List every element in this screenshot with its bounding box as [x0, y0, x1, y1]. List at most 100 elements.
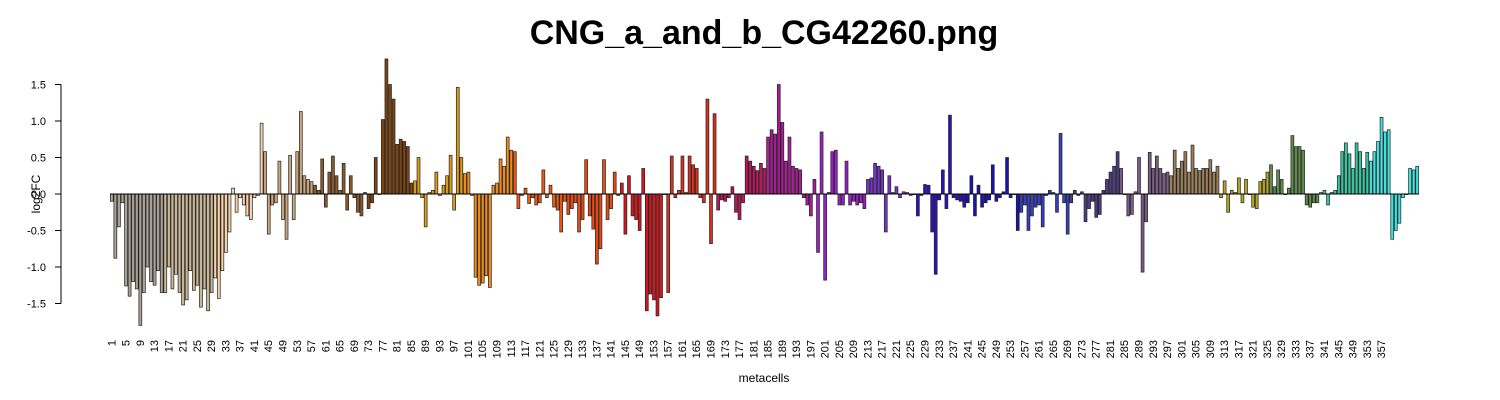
bar-metacell-181: [751, 165, 756, 195]
bar-metacell-86: [413, 180, 417, 195]
bar-metacell-352: [1361, 168, 1366, 195]
bar-metacell-29: [209, 193, 214, 293]
bar-metacell-100: [463, 173, 467, 195]
bar-metacell-107: [488, 193, 492, 288]
bar-metacell-347: [1344, 142, 1348, 195]
bar-metacell-66: [341, 162, 346, 195]
x-tick-label: 21: [178, 340, 190, 352]
bar-metacell-361: [1393, 193, 1398, 231]
bar-metacell-325: [1265, 171, 1270, 195]
bar-metacell-82: [398, 138, 403, 195]
bar-metacell-26: [199, 193, 203, 308]
bar-metacell-136: [591, 193, 596, 230]
bar-metacell-201: [823, 193, 827, 281]
x-tick-label: 13: [149, 340, 161, 352]
x-tick-label: 289: [1134, 340, 1146, 358]
bar-metacell-161: [680, 155, 685, 195]
x-tick-label: 253: [1005, 340, 1017, 358]
x-tick-label: 293: [1148, 340, 1160, 358]
bar-metacell-230: [926, 184, 931, 195]
bar-metacell-64: [334, 175, 339, 195]
bar-metacell-366: [1411, 169, 1416, 195]
bar-metacell-74: [370, 193, 374, 204]
bar-metacell-71: [359, 193, 364, 217]
bar-metacell-256: [1019, 193, 1024, 213]
bar-metacell-336: [1304, 193, 1309, 206]
bar-metacell-332: [1290, 135, 1295, 195]
bar-metacell-121: [537, 193, 542, 204]
bar-metacell-205: [837, 193, 842, 206]
bar-metacell-19: [174, 193, 178, 275]
bar-metacell-303: [1187, 171, 1191, 195]
bar-metacell-4: [120, 193, 125, 204]
bar-metacell-257: [1023, 193, 1027, 206]
bar-metacell-328: [1276, 169, 1280, 195]
bar-metacell-367: [1415, 165, 1420, 195]
x-tick-label: 165: [691, 340, 703, 358]
bar-metacell-236: [948, 114, 952, 195]
bar-metacell-229: [923, 184, 927, 195]
bar-metacell-114: [513, 151, 517, 195]
bar-metacell-83: [402, 141, 407, 195]
bar-metacell-227: [916, 193, 920, 217]
bar-metacell-132: [577, 193, 581, 233]
x-tick-label: 5: [121, 340, 133, 346]
bar-metacell-70: [356, 193, 360, 213]
x-tick-label: 261: [1034, 340, 1046, 358]
bar-metacell-323: [1258, 181, 1263, 195]
bar-metacell-354: [1369, 160, 1373, 195]
bar-metacell-170: [712, 113, 717, 195]
bar-metacell-244: [976, 184, 981, 195]
bar-metacell-363: [1401, 193, 1405, 199]
x-tick-label: 33: [220, 340, 232, 352]
bar-metacell-252: [1005, 157, 1009, 195]
chart-title: CNG_a_and_b_CG42260.png: [530, 14, 999, 52]
bar-metacell-39: [245, 193, 250, 217]
x-tick-label: 61: [320, 340, 332, 352]
bar-metacell-44: [263, 151, 267, 195]
bar-metacell-267: [1058, 133, 1063, 195]
bar-metacell-240: [962, 193, 967, 208]
bar-metacell-133: [580, 193, 585, 220]
bar-metacell-142: [612, 171, 617, 195]
bar-metacell-345: [1336, 175, 1341, 195]
bar-metacell-234: [941, 169, 945, 195]
bar-metacell-174: [727, 193, 731, 199]
x-tick-label: 133: [577, 340, 589, 358]
bar-metacell-235: [944, 193, 949, 209]
x-tick-label: 29: [206, 340, 218, 352]
x-tick-label: 273: [1076, 340, 1088, 358]
bar-metacell-119: [530, 193, 535, 199]
bar-metacell-8: [134, 193, 139, 290]
bar-metacell-294: [1155, 155, 1159, 195]
bar-metacell-177: [737, 193, 742, 220]
bar-metacell-124: [548, 184, 553, 195]
bar-metacell-278: [1097, 193, 1102, 215]
bar-metacell-52: [291, 193, 296, 220]
bar-metacell-38: [241, 193, 246, 206]
x-tick-label: 245: [977, 340, 989, 358]
bar-metacell-106: [484, 193, 489, 277]
bar-metacell-37: [238, 193, 242, 199]
y-tick-label: -1.5: [27, 299, 46, 311]
bar-metacell-293: [1151, 168, 1156, 195]
bar-metacell-149: [637, 193, 642, 231]
bar-metacell-309: [1208, 159, 1213, 195]
bar-metacell-178: [741, 193, 745, 204]
bar-metacell-214: [869, 177, 874, 195]
bar-metacell-248: [990, 164, 995, 195]
x-tick-label: 277: [1091, 340, 1103, 358]
bar-metacell-2: [113, 193, 118, 259]
x-tick-label: 65: [335, 340, 347, 352]
bar-metacell-275: [1087, 193, 1091, 209]
y-tick-label: 1.5: [31, 80, 46, 92]
bar-metacell-238: [955, 193, 959, 201]
bar-metacell-1: [109, 193, 114, 202]
x-tick-label: 37: [235, 340, 247, 352]
y-tick-label: -0.5: [27, 226, 46, 238]
x-tick-label: 305: [1191, 340, 1203, 358]
bar-metacell-135: [587, 193, 592, 217]
x-tick-label: 49: [277, 340, 289, 352]
bar-metacell-148: [634, 193, 638, 220]
